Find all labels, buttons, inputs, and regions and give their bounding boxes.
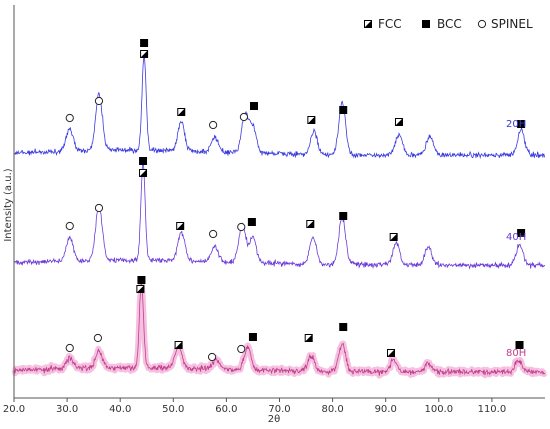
fcc-marker — [136, 285, 145, 293]
bcc-marker — [140, 39, 149, 47]
fcc-marker — [177, 108, 186, 116]
traces-layer — [11, 55, 548, 379]
bcc-marker — [137, 276, 146, 284]
spinel-marker — [94, 96, 104, 106]
fcc-marker — [304, 334, 313, 342]
bcc-marker — [339, 106, 348, 114]
x-tick-label: 90.0 — [375, 404, 397, 415]
x-tick-label: 80.0 — [321, 404, 343, 415]
sample-labels: 20H 40H 80H — [506, 119, 526, 359]
phase-markers-layer — [65, 39, 526, 362]
spinel-marker — [237, 344, 246, 354]
bcc-marker — [422, 20, 430, 28]
bcc-marker — [139, 157, 148, 165]
spinel-marker — [209, 229, 218, 239]
sample-label-80H: 80H — [506, 348, 526, 359]
bcc-marker — [339, 212, 348, 220]
legend-label-spinel: SPINEL — [491, 17, 533, 31]
fcc-marker — [389, 233, 398, 241]
spinel-marker — [207, 352, 217, 362]
spinel-marker — [94, 203, 104, 213]
legend-label-bcc: BCC — [437, 17, 462, 31]
legend-label-fcc: FCC — [378, 17, 402, 31]
fcc-marker — [140, 50, 149, 58]
spinel-marker — [237, 222, 246, 232]
fcc-marker — [174, 341, 183, 349]
spinel-marker — [65, 113, 74, 123]
axes-layer: 20.0 30.0 40.0 50.0 60.0 70.0 80.0 90.0 100.0 110… — [3, 5, 545, 415]
spinel-marker — [65, 343, 74, 353]
fcc-marker — [364, 20, 372, 28]
spinel-marker — [239, 112, 249, 122]
fcc-marker — [139, 169, 148, 177]
x-tick-label: 100.0 — [424, 404, 453, 415]
x-ticks: 20.0 30.0 40.0 50.0 60.0 70.0 80.0 90.0 100.0 110… — [3, 398, 506, 415]
spinel-marker — [65, 221, 74, 231]
bcc-marker — [250, 102, 259, 110]
bcc-marker — [247, 218, 256, 226]
bcc-marker — [517, 229, 526, 237]
fcc-marker — [307, 116, 316, 124]
sample-label-20H: 20H — [506, 119, 526, 130]
bcc-marker — [339, 323, 348, 331]
x-tick-label: 70.0 — [268, 404, 290, 415]
x-tick-label: 60.0 — [215, 404, 237, 415]
spinel-marker — [477, 19, 487, 29]
x-tick-label: 40.0 — [109, 404, 131, 415]
legend: FCC BCC SPINEL — [364, 17, 533, 31]
series-line-20H — [13, 55, 546, 160]
spinel-marker — [93, 333, 102, 343]
series-line-80H — [13, 281, 546, 376]
fcc-marker — [394, 118, 403, 126]
bcc-marker — [517, 120, 526, 128]
x-tick-label: 20.0 — [3, 404, 25, 415]
y-axis-title: Intensity (a.u.) — [3, 168, 14, 241]
sample-label-40H: 40H — [506, 232, 526, 243]
bcc-marker — [248, 333, 257, 341]
x-tick-label: 50.0 — [162, 404, 184, 415]
x-axis-title: 2θ — [268, 414, 280, 425]
fcc-marker — [387, 349, 396, 357]
fcc-marker — [306, 220, 315, 228]
fcc-marker — [176, 222, 185, 230]
series-line-40H — [13, 160, 546, 270]
spinel-marker — [209, 120, 218, 130]
x-tick-label: 30.0 — [56, 404, 78, 415]
x-tick-label: 110.0 — [478, 404, 507, 415]
bcc-marker — [515, 341, 524, 349]
